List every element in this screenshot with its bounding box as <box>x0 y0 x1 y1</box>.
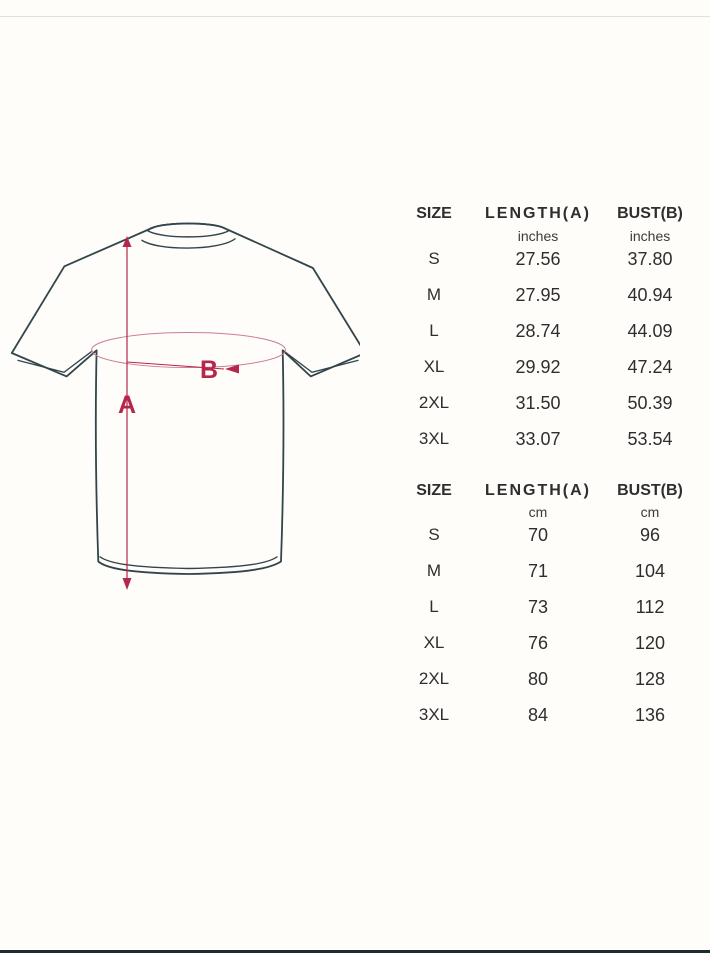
svg-text:B: B <box>200 356 218 384</box>
svg-text:A: A <box>118 391 136 419</box>
